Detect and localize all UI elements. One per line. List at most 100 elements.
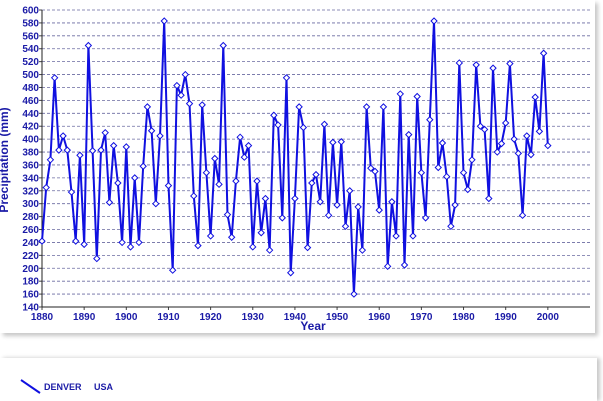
data-point	[105, 198, 114, 207]
data-point	[400, 261, 409, 269]
data-point	[535, 127, 544, 136]
data-point	[287, 269, 295, 277]
data-point	[76, 151, 84, 159]
data-point	[50, 74, 59, 82]
y-tick-label: 320	[22, 186, 39, 197]
data-point	[514, 149, 523, 158]
data-point	[88, 147, 97, 155]
x-tick-label: 1970	[410, 312, 433, 323]
data-point	[67, 188, 76, 196]
data-point	[489, 64, 497, 72]
x-tick-label: 1980	[452, 312, 475, 323]
data-point	[480, 125, 489, 134]
data-point	[168, 266, 177, 274]
data-point	[244, 141, 253, 150]
data-point	[236, 133, 244, 141]
data-point	[430, 17, 438, 25]
data-point	[476, 122, 485, 130]
data-point	[265, 246, 274, 254]
data-point	[333, 201, 341, 209]
y-tick-label: 560	[22, 31, 39, 42]
data-point	[72, 237, 80, 245]
data-point	[329, 138, 337, 147]
data-point	[312, 170, 320, 179]
data-point	[409, 232, 417, 240]
data-point	[341, 222, 350, 231]
data-point	[131, 174, 139, 182]
data-point	[455, 59, 464, 67]
data-point	[147, 127, 156, 135]
y-tick-label: 360	[22, 160, 39, 171]
data-point	[257, 229, 265, 237]
data-point	[295, 103, 303, 111]
data-point	[55, 146, 63, 154]
data-point	[413, 92, 421, 101]
y-tick-label: 260	[22, 225, 39, 236]
x-tick-label: 2000	[537, 312, 560, 323]
data-point	[101, 128, 109, 137]
data-point	[227, 233, 236, 241]
data-point	[198, 101, 206, 109]
x-tick-label: 1930	[242, 312, 265, 323]
data-point	[274, 121, 282, 129]
data-point	[442, 172, 451, 181]
y-axis-label: Precipitation (mm)	[0, 107, 11, 212]
data-point	[253, 177, 261, 185]
data-point	[464, 185, 472, 194]
y-tick-label: 540	[22, 44, 39, 55]
gridlines	[42, 9, 590, 295]
y-tick-label: 240	[22, 238, 39, 249]
data-point	[143, 103, 152, 111]
data-point	[97, 146, 105, 154]
data-point	[249, 243, 257, 251]
data-point	[485, 194, 493, 203]
data-point	[219, 41, 227, 50]
data-point	[190, 192, 198, 200]
data-point	[177, 91, 185, 99]
y-tick-label: 340	[22, 173, 39, 184]
axes	[39, 9, 590, 310]
data-point	[320, 120, 329, 128]
y-tick-label: 440	[22, 109, 39, 120]
data-point	[447, 222, 455, 231]
data-point	[371, 167, 379, 176]
data-point	[501, 119, 510, 127]
data-point	[240, 153, 249, 161]
data-point	[497, 139, 506, 148]
data-point	[59, 132, 67, 140]
y-tick-label: 180	[22, 277, 39, 288]
data-point	[527, 150, 535, 159]
data-point	[350, 290, 358, 298]
data-point	[510, 135, 518, 143]
x-tick-label: 1940	[284, 312, 307, 323]
data-point	[493, 148, 501, 156]
data-point	[80, 240, 88, 249]
data-point	[181, 70, 190, 79]
data-point	[388, 198, 396, 206]
data-point	[135, 238, 143, 247]
legend-panel	[0, 358, 597, 401]
legend-series-country: USA	[94, 382, 114, 392]
data-point	[122, 143, 131, 151]
x-tick-label: 1990	[495, 312, 518, 323]
x-tick-label: 1890	[73, 312, 96, 323]
legend-series-name: DENVER	[44, 382, 82, 392]
y-tick-label: 480	[22, 83, 39, 94]
data-point	[109, 141, 118, 150]
y-tick-label: 380	[22, 148, 39, 159]
data-point	[38, 237, 46, 245]
data-point	[346, 187, 354, 195]
data-point	[84, 41, 93, 50]
data-point	[185, 99, 194, 108]
data-point	[156, 132, 164, 140]
data-point	[506, 59, 514, 68]
y-tick-label: 400	[22, 135, 39, 146]
data-point	[270, 111, 278, 119]
data-point	[405, 130, 413, 139]
data-point	[539, 49, 548, 57]
data-point	[396, 90, 405, 98]
data-point	[160, 17, 168, 25]
data-point	[93, 254, 101, 263]
data-point	[63, 146, 71, 154]
